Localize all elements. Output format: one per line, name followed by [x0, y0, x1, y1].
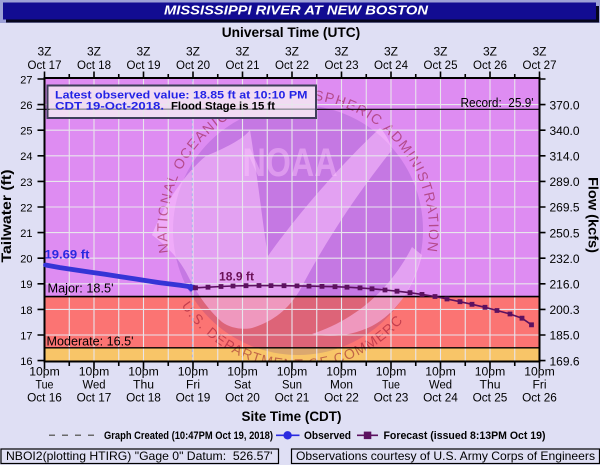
svg-text:Oct 22: Oct 22: [275, 60, 309, 72]
svg-text:3Z: 3Z: [137, 46, 151, 58]
svg-text:Latest observed value: 18.85 f: Latest observed value: 18.85 ft at 10:10…: [55, 90, 308, 102]
svg-text:10pm: 10pm: [326, 367, 357, 379]
svg-text:Oct 18: Oct 18: [77, 60, 111, 72]
svg-text:Tue: Tue: [382, 380, 400, 392]
svg-text:Oct 16: Oct 16: [27, 393, 62, 405]
svg-text:Oct 19: Oct 19: [127, 60, 161, 72]
svg-text:Oct 24: Oct 24: [374, 60, 409, 72]
svg-text:Forecast (issued 8:13PM Oct 19: Forecast (issued 8:13PM Oct 19): [384, 430, 546, 442]
svg-text:Oct 21: Oct 21: [275, 393, 310, 405]
svg-text:17: 17: [20, 330, 32, 342]
svg-text:Tue: Tue: [36, 380, 54, 392]
svg-text:NOAA: NOAA: [243, 141, 338, 185]
svg-text:Thu: Thu: [480, 380, 501, 392]
svg-text:22: 22: [20, 202, 32, 214]
svg-text:Observations courtesy of U.S.: Observations courtesy of U.S. Army Corps…: [296, 449, 595, 463]
svg-text:Fri: Fri: [533, 380, 547, 392]
svg-text:Flow (kcfs): Flow (kcfs): [586, 177, 600, 253]
svg-text:3Z: 3Z: [186, 46, 200, 58]
svg-text:216.0: 216.0: [550, 278, 580, 292]
svg-text:Site Time (CDT): Site Time (CDT): [242, 408, 342, 424]
svg-text:10pm: 10pm: [425, 367, 456, 379]
svg-text:Oct 17: Oct 17: [77, 393, 112, 405]
svg-text:Oct 22: Oct 22: [324, 393, 359, 405]
svg-text:Oct 27: Oct 27: [523, 60, 557, 72]
svg-text:CDT 19-Oct-2018.: CDT 19-Oct-2018.: [55, 101, 164, 113]
svg-text:Graph Created (10:47PM Oct 19,: Graph Created (10:47PM Oct 19, 2018): [104, 430, 273, 442]
svg-text:10pm: 10pm: [178, 367, 209, 379]
svg-text:Oct 26: Oct 26: [522, 393, 557, 405]
svg-text:26: 26: [20, 100, 32, 112]
svg-text:27: 27: [20, 74, 32, 86]
svg-text:10pm: 10pm: [128, 367, 159, 379]
svg-text:Wed: Wed: [429, 380, 452, 392]
svg-text:3Z: 3Z: [236, 46, 250, 58]
svg-text:25: 25: [20, 126, 32, 138]
svg-text:18.9 ft: 18.9 ft: [219, 270, 254, 284]
svg-text:3Z: 3Z: [384, 46, 398, 58]
svg-text:269.5: 269.5: [550, 201, 580, 215]
svg-text:Moderate: 16.5': Moderate: 16.5': [47, 334, 134, 349]
svg-text:3Z: 3Z: [483, 46, 497, 58]
svg-text:24: 24: [20, 151, 32, 163]
svg-text:Oct 23: Oct 23: [325, 60, 359, 72]
svg-text:10pm: 10pm: [227, 367, 258, 379]
svg-text:Oct 23: Oct 23: [374, 393, 409, 405]
svg-text:18: 18: [20, 305, 32, 317]
svg-text:23: 23: [20, 177, 32, 189]
svg-text:Oct 18: Oct 18: [126, 393, 161, 405]
svg-text:19: 19: [20, 279, 32, 291]
svg-text:Oct 25: Oct 25: [424, 60, 458, 72]
svg-text:3Z: 3Z: [38, 46, 52, 58]
svg-text:200.3: 200.3: [550, 303, 580, 317]
svg-text:Fri: Fri: [186, 380, 200, 392]
svg-text:Flood Stage is 15 ft: Flood Stage is 15 ft: [171, 101, 275, 113]
svg-text:10pm: 10pm: [29, 367, 60, 379]
svg-text:Tailwater (ft): Tailwater (ft): [0, 170, 14, 263]
svg-text:Mon: Mon: [330, 380, 353, 392]
svg-text:Record: 25.9': Record: 25.9': [461, 95, 534, 110]
svg-text:Major: 18.5': Major: 18.5': [48, 281, 114, 296]
svg-text:185.0: 185.0: [550, 329, 580, 343]
svg-text:250.5: 250.5: [550, 226, 580, 240]
svg-text:16: 16: [20, 356, 32, 368]
svg-text:Oct 25: Oct 25: [473, 393, 508, 405]
svg-text:10pm: 10pm: [524, 367, 555, 379]
svg-text:Oct 20: Oct 20: [176, 60, 210, 72]
svg-text:Wed: Wed: [83, 380, 106, 392]
svg-text:169.6: 169.6: [550, 354, 580, 368]
svg-text:Oct 19: Oct 19: [176, 393, 211, 405]
svg-text:Oct 24: Oct 24: [423, 393, 458, 405]
svg-text:Oct 20: Oct 20: [225, 393, 260, 405]
svg-text:Observed: Observed: [304, 430, 351, 442]
svg-text:NBOI2(plotting HTIRG) "Gage 0": NBOI2(plotting HTIRG) "Gage 0" Datum: 52…: [6, 449, 273, 463]
svg-text:Universal Time (UTC): Universal Time (UTC): [222, 24, 361, 40]
svg-text:3Z: 3Z: [335, 46, 349, 58]
svg-text:Sun: Sun: [282, 380, 302, 392]
svg-text:10pm: 10pm: [376, 367, 407, 379]
svg-text:Oct 17: Oct 17: [28, 60, 62, 72]
svg-text:10pm: 10pm: [79, 367, 110, 379]
svg-text:Thu: Thu: [133, 380, 154, 392]
svg-text:19.69 ft: 19.69 ft: [45, 248, 90, 262]
svg-text:370.0: 370.0: [550, 98, 580, 112]
svg-text:20: 20: [20, 254, 32, 266]
svg-text:3Z: 3Z: [434, 46, 448, 58]
svg-text:3Z: 3Z: [533, 46, 547, 58]
svg-text:340.0: 340.0: [550, 124, 580, 138]
svg-text:MISSISSIPPI RIVER AT NEW BOSTO: MISSISSIPPI RIVER AT NEW BOSTON: [164, 3, 429, 18]
svg-text:289.0: 289.0: [550, 175, 580, 189]
svg-text:3Z: 3Z: [285, 46, 299, 58]
svg-text:Oct 26: Oct 26: [473, 60, 507, 72]
svg-text:314.0: 314.0: [550, 150, 580, 164]
svg-text:10pm: 10pm: [277, 367, 308, 379]
svg-text:3Z: 3Z: [87, 46, 101, 58]
svg-text:Sat: Sat: [234, 380, 252, 392]
svg-text:Oct 21: Oct 21: [226, 60, 260, 72]
svg-text:232.0: 232.0: [550, 252, 580, 266]
svg-text:21: 21: [20, 228, 32, 240]
svg-text:10pm: 10pm: [475, 367, 506, 379]
